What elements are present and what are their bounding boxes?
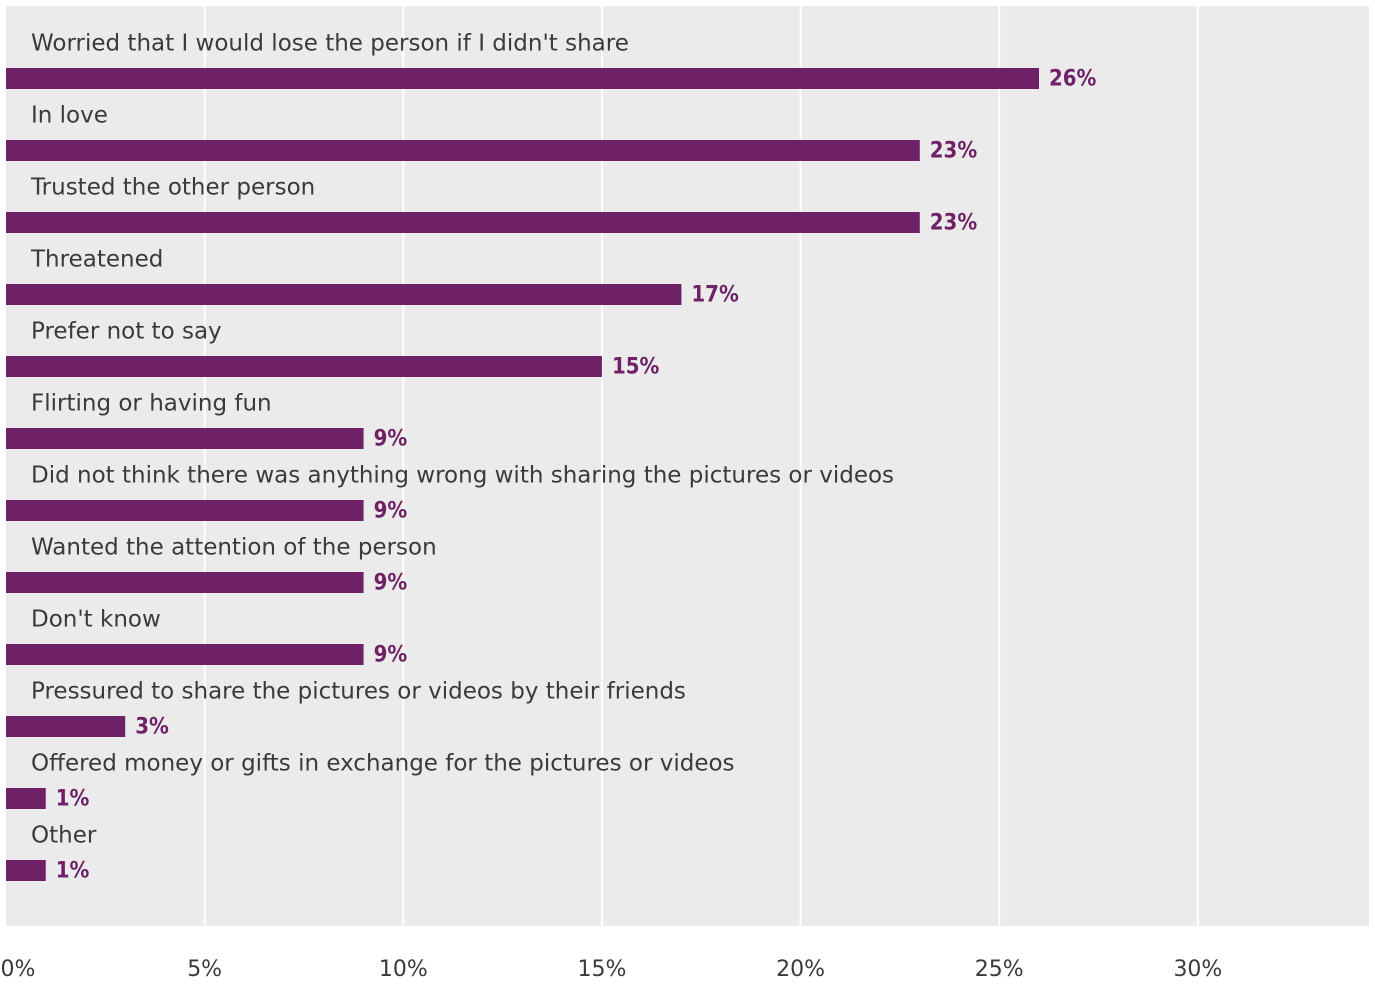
bar [6,284,682,305]
value-label: 9% [374,571,408,596]
category-label: Worried that I would lose the person if … [31,31,629,57]
category-label: Threatened [30,247,163,273]
category-label: Flirting or having fun [31,391,272,417]
category-label: Offered money or gifts in exchange for t… [31,751,735,777]
x-tick-label: 30% [1173,957,1222,982]
bar [6,644,364,665]
category-labels: Worried that I would lose the person if … [30,31,894,849]
category-label: Other [31,823,97,849]
x-tick-label: 15% [577,957,626,982]
x-tick-label: 10% [379,957,428,982]
value-label: 23% [930,139,978,164]
bars [6,68,1039,881]
value-label: 3% [135,715,169,740]
bar [6,140,920,161]
category-label: In love [31,103,108,129]
x-tick-label: 20% [776,957,825,982]
bar [6,500,364,521]
bar [6,212,920,233]
value-label: 17% [691,283,739,308]
value-labels: 26% 23% 23% 17% 15% 9% 9% 9% 9% 3% 1% 1% [56,67,1097,884]
x-tick-label: 0% [1,957,36,982]
bar [6,860,46,881]
x-tick-label: 25% [975,957,1024,982]
category-label: Don't know [31,607,161,633]
bar [6,68,1039,89]
value-label: 23% [930,211,978,236]
bar [6,356,602,377]
category-label: Prefer not to say [31,319,222,345]
category-label: Pressured to share the pictures or video… [31,679,686,705]
value-label: 9% [374,643,408,668]
bar [6,788,46,809]
value-label: 15% [612,355,660,380]
value-label: 1% [56,859,90,884]
bar [6,716,126,737]
category-label: Trusted the other person [30,175,315,201]
bar [6,428,364,449]
bar [6,572,364,593]
value-label: 1% [56,787,90,812]
x-tick-label: 5% [187,957,222,982]
value-label: 9% [374,499,408,524]
value-label: 26% [1049,67,1097,92]
value-label: 9% [374,427,408,452]
category-label: Wanted the attention of the person [31,535,437,561]
x-axis-tick-labels: 0% 5% 10% 15% 20% 25% 30% [1,957,1223,982]
category-label: Did not think there was anything wrong w… [31,463,894,489]
